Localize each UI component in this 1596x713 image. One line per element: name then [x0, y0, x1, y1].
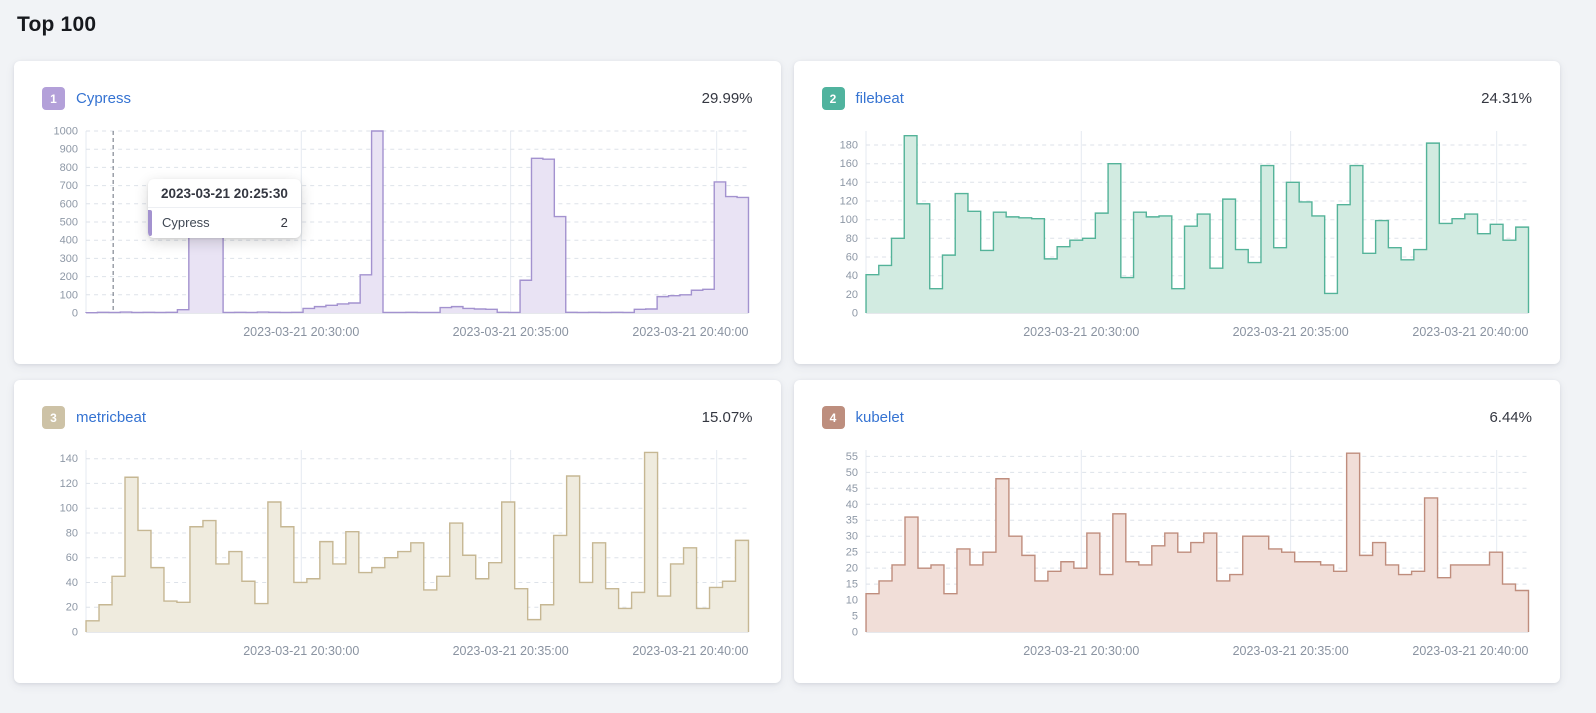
- series-area: [865, 453, 1528, 632]
- percent-value: 24.31%: [1481, 90, 1532, 107]
- tooltip-series-row: Cypress 2: [148, 208, 301, 238]
- rank-badge: 2: [821, 87, 845, 110]
- page-title: Top 100: [17, 13, 97, 36]
- dashboard-page: Top 100 1 Cypress 29.99% 0 100 200 300 400 50…: [14, 13, 1560, 683]
- svg-text:200: 200: [60, 271, 78, 283]
- tooltip-series-value: 2: [280, 215, 288, 230]
- svg-text:600: 600: [60, 198, 78, 210]
- svg-text:2023-03-21 20:40:00: 2023-03-21 20:40:00: [632, 644, 748, 658]
- chart-tooltip: 2023-03-21 20:25:30 Cypress 2: [148, 179, 301, 238]
- svg-text:2023-03-21 20:35:00: 2023-03-21 20:35:00: [453, 644, 569, 658]
- svg-text:20: 20: [845, 289, 857, 301]
- svg-text:100: 100: [60, 289, 78, 301]
- svg-text:40: 40: [845, 499, 857, 511]
- svg-text:1000: 1000: [54, 126, 78, 138]
- svg-text:0: 0: [72, 308, 78, 320]
- x-axis-labels: 2023-03-21 20:30:00 2023-03-21 20:35:00 20…: [243, 325, 748, 339]
- svg-text:2023-03-21 20:40:00: 2023-03-21 20:40:00: [1412, 644, 1528, 658]
- panel-header: 2 filebeat 24.31%: [821, 87, 1532, 110]
- panel-cypress: 1 Cypress 29.99% 0 100 200 300 400 500 600 700 8…: [14, 61, 781, 364]
- x-axis-labels: 2023-03-21 20:30:00 2023-03-21 20:35:00 20…: [1023, 644, 1528, 658]
- series-line: [864, 452, 1529, 632]
- svg-text:800: 800: [60, 162, 78, 174]
- series-link[interactable]: Cypress: [76, 90, 132, 107]
- percent-value: 15.07%: [701, 409, 753, 426]
- svg-text:40: 40: [66, 577, 78, 589]
- svg-text:0: 0: [72, 627, 78, 639]
- svg-text:10: 10: [845, 595, 857, 607]
- svg-text:50: 50: [845, 467, 857, 479]
- series-link[interactable]: kubelet: [855, 409, 904, 426]
- svg-text:140: 140: [839, 177, 857, 189]
- step-area-chart[interactable]: 0 100 200 300 400 500 600 700 800 900 1000 2023-03-…: [42, 123, 753, 351]
- svg-text:500: 500: [60, 217, 78, 229]
- svg-text:400: 400: [60, 235, 78, 247]
- svg-text:160: 160: [839, 158, 857, 170]
- svg-text:2023-03-21 20:30:00: 2023-03-21 20:30:00: [1023, 325, 1139, 339]
- svg-text:40: 40: [845, 270, 857, 282]
- panel-header: 4 kubelet 6.44%: [821, 406, 1532, 429]
- x-axis-labels: 2023-03-21 20:30:00 2023-03-21 20:35:00 20…: [1023, 325, 1528, 339]
- chart-host: 0 5 10 15 20 25 30 35 40 45 50 55 2023-03-21 20:30:0…: [822, 442, 1533, 670]
- svg-text:2023-03-21 20:30:00: 2023-03-21 20:30:00: [243, 325, 359, 339]
- svg-text:300: 300: [60, 253, 78, 265]
- chart-host: 0 20 40 60 80 100 120 140 2023-03-21 20:30:00 202…: [42, 442, 753, 670]
- rank-badge: 4: [821, 406, 845, 429]
- svg-text:2023-03-21 20:30:00: 2023-03-21 20:30:00: [1023, 644, 1139, 658]
- percent-value: 6.44%: [1489, 409, 1532, 426]
- svg-text:140: 140: [60, 453, 78, 465]
- svg-text:5: 5: [851, 611, 857, 623]
- svg-text:20: 20: [66, 602, 78, 614]
- svg-text:80: 80: [66, 527, 78, 539]
- svg-text:45: 45: [845, 483, 857, 495]
- panels-grid: 1 Cypress 29.99% 0 100 200 300 400 500 600 700 8…: [14, 61, 1560, 683]
- svg-text:0: 0: [851, 627, 857, 639]
- series-line: [864, 134, 1529, 313]
- series-area: [86, 452, 749, 632]
- rank-badge: 1: [42, 87, 65, 110]
- rank-badge: 3: [42, 406, 65, 429]
- svg-text:2023-03-21 20:35:00: 2023-03-21 20:35:00: [1232, 644, 1348, 658]
- svg-text:15: 15: [845, 579, 857, 591]
- x-axis-labels: 2023-03-21 20:30:00 2023-03-21 20:35:00 20…: [243, 644, 748, 658]
- svg-text:80: 80: [845, 233, 857, 245]
- step-area-chart[interactable]: 0 5 10 15 20 25 30 35 40 45 50 55 2023-03-21 20:30:0…: [822, 442, 1533, 670]
- svg-text:120: 120: [60, 478, 78, 490]
- svg-text:2023-03-21 20:35:00: 2023-03-21 20:35:00: [1232, 325, 1348, 339]
- chart-host: 0 20 40 60 80 100 120 140 160 180 2023-03-21 20:30…: [822, 123, 1533, 351]
- svg-text:55: 55: [845, 451, 857, 463]
- chart-host: 0 100 200 300 400 500 600 700 800 900 1000 2023-03-…: [42, 123, 753, 351]
- percent-value: 29.99%: [701, 90, 753, 107]
- panel-filebeat: 2 filebeat 24.31% 0 20 40 60 80 100 120 140 160 1…: [793, 61, 1560, 364]
- panel-kubelet: 4 kubelet 6.44% 0 5 10 15 20 25 30 35 40 45 50 55 20…: [793, 380, 1560, 683]
- panel-header: 1 Cypress 29.99%: [42, 87, 753, 110]
- svg-text:2023-03-21 20:40:00: 2023-03-21 20:40:00: [1412, 325, 1528, 339]
- svg-text:0: 0: [851, 308, 857, 320]
- step-area-chart[interactable]: 0 20 40 60 80 100 120 140 160 180 2023-03-21 20:30…: [822, 123, 1533, 351]
- svg-text:180: 180: [839, 140, 857, 152]
- svg-text:2023-03-21 20:35:00: 2023-03-21 20:35:00: [453, 325, 569, 339]
- series-line: [85, 451, 750, 632]
- svg-text:35: 35: [845, 515, 857, 527]
- series-link[interactable]: filebeat: [855, 90, 904, 107]
- tooltip-timestamp: 2023-03-21 20:25:30: [148, 179, 301, 208]
- svg-text:60: 60: [845, 252, 857, 264]
- series-link[interactable]: metricbeat: [76, 409, 147, 426]
- svg-text:30: 30: [845, 531, 857, 543]
- panel-metricbeat: 3 metricbeat 15.07% 0 20 40 60 80 100 120 140 20…: [14, 380, 781, 683]
- svg-text:100: 100: [839, 214, 857, 226]
- svg-text:60: 60: [66, 552, 78, 564]
- svg-text:25: 25: [845, 547, 857, 559]
- tooltip-series-name: Cypress: [162, 215, 210, 230]
- svg-text:120: 120: [839, 196, 857, 208]
- svg-text:100: 100: [60, 503, 78, 515]
- svg-text:2023-03-21 20:30:00: 2023-03-21 20:30:00: [243, 644, 359, 658]
- svg-text:700: 700: [60, 180, 78, 192]
- panel-header: 3 metricbeat 15.07%: [42, 406, 753, 429]
- series-marker-icon: [148, 210, 152, 236]
- svg-text:2023-03-21 20:40:00: 2023-03-21 20:40:00: [632, 325, 748, 339]
- svg-text:900: 900: [60, 144, 78, 156]
- svg-text:20: 20: [845, 563, 857, 575]
